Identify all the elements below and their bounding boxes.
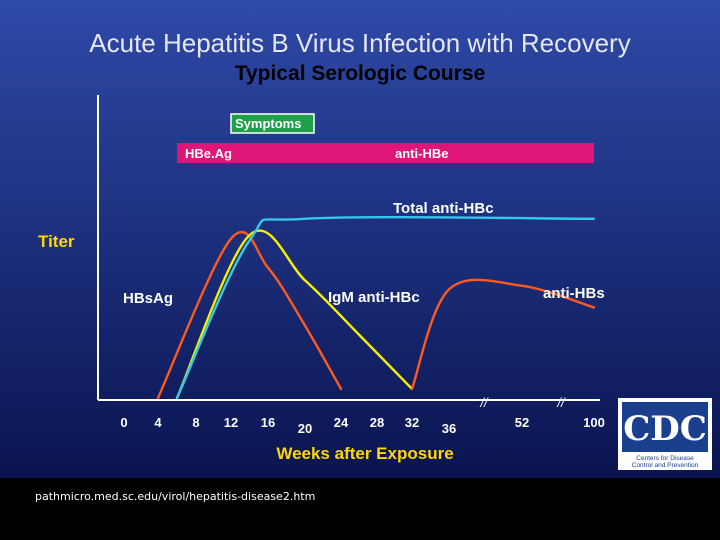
data-point [358,334,360,336]
x-tick-label: 52 [515,415,529,430]
series-line-hbsag [156,230,343,400]
cdc-logo-caption-1: Centers for Disease [636,455,694,462]
series-line-igm [175,229,414,400]
cdc-logo-caption-2: Control and Prevention [632,462,699,469]
data-point [230,238,232,240]
series-line-anti_hbs [410,278,596,391]
x-tick-label: 12 [224,415,238,430]
slide-title: Acute Hepatitis B Virus Infection with R… [89,28,630,58]
cdc-logo-text: CDC [623,409,707,449]
bar-label: anti-HBe [395,146,448,161]
data-point [249,234,251,236]
x-tick-label: 4 [154,415,162,430]
data-point [521,285,523,287]
slide-subtitle: Typical Serologic Course [235,62,486,85]
data-point [176,397,178,399]
x-tick-label: 8 [192,415,199,430]
x-tick-label: 100 [583,415,605,430]
series-label-hbsag: HBsAg [123,290,173,307]
bar-3 [249,143,594,163]
x-tick-label: 16 [261,415,275,430]
data-point [411,388,413,390]
y-axis-label: Titer [38,232,75,251]
bar-2 [177,143,250,163]
axis-break-marker: // [556,395,566,410]
data-point [304,280,306,282]
data-point [157,397,159,399]
data-point [304,218,306,220]
data-point [249,240,251,242]
x-tick-label: 20 [298,421,312,436]
series-label-anti_hbs: anti-HBs [543,285,605,302]
series-label-igm: IgM anti-HBc [328,289,420,306]
series-line-total [175,216,596,400]
bar-label: HBe.Ag [185,146,232,161]
x-tick-label: 0 [120,415,127,430]
data-point [340,388,342,390]
x-axis-label: Weeks after Exposure [276,444,453,463]
series-label-total: Total anti-HBc [393,200,494,217]
data-point [304,325,306,327]
x-tick-label: 36 [442,421,456,436]
slide-background [0,0,720,478]
x-tick-label: 24 [334,415,349,430]
source-url: pathmicro.med.sc.edu/virol/hepatitis-dis… [35,490,316,503]
x-tick-label: 28 [370,415,384,430]
data-point [448,289,450,291]
bar-label: Symptoms [235,116,301,131]
data-point [593,307,595,309]
axis-break-marker: // [479,395,489,410]
cdc-logo: CDC Centers for Disease Control and Prev… [618,398,712,470]
serology-chart: 0 4 8 12 16 20 24 28 32 36 52 100 // // Titer Weeks aft… [38,95,605,463]
data-point [267,267,269,269]
x-tick-label: 32 [405,415,419,430]
footer-band [0,478,720,540]
data-point [593,218,595,220]
bar-1 [230,113,315,134]
